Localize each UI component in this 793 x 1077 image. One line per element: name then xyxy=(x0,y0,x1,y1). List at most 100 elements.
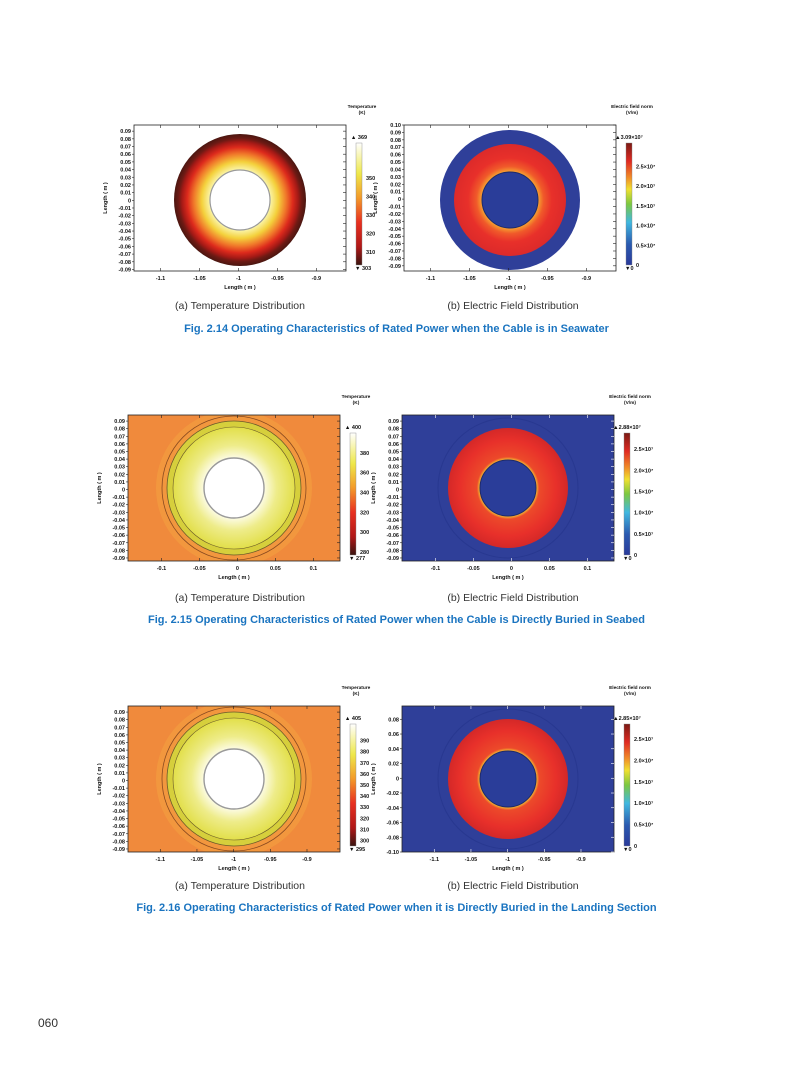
y-tick-label: -0.08 xyxy=(118,260,131,266)
colorbar-tick-label: 300 xyxy=(360,530,369,536)
colorbar-tick-label: 310 xyxy=(360,827,369,833)
y-tick-label: -0.06 xyxy=(112,824,125,830)
colorbar-min-label: ▼0 xyxy=(625,266,634,272)
x-tick-label: -0.95 xyxy=(541,276,554,282)
x-tick-label: -0.9 xyxy=(576,857,585,863)
colorbar-tick-label: 1.0×10⁷ xyxy=(634,511,654,517)
x-axis-label: Length ( m ) xyxy=(218,575,250,581)
fig-2-14-subcaption-a: (a) Temperature Distribution xyxy=(175,300,305,312)
x-tick-label: 0 xyxy=(236,566,239,572)
colorbar-tick-label: 340 xyxy=(366,195,375,201)
colorbar-tick-label: 300 xyxy=(360,838,369,844)
plot-frame xyxy=(127,705,341,853)
y-tick-label: -0.08 xyxy=(386,835,399,841)
x-tick-label: 0.1 xyxy=(310,566,318,572)
y-tick-label: 0.09 xyxy=(390,130,401,136)
x-tick-label: -0.95 xyxy=(264,857,277,863)
y-tick-label: 0.02 xyxy=(388,762,399,768)
y-tick-label: -0.09 xyxy=(112,847,125,853)
y-tick-label: -0.06 xyxy=(386,821,399,827)
colorbar-tick-label: 2.0×10⁷ xyxy=(636,184,656,190)
fig-2-15-subcaption-a: (a) Temperature Distribution xyxy=(175,592,305,604)
y-tick-label: 0.04 xyxy=(390,167,402,173)
y-tick-label: 0.10 xyxy=(390,123,401,129)
colorbar-tick-label: 340 xyxy=(360,794,369,800)
x-axis-label: Length ( m ) xyxy=(492,575,524,581)
colorbar-tick-label: 360 xyxy=(360,471,369,477)
y-tick-label: -0.07 xyxy=(118,252,131,258)
colorbar xyxy=(623,723,631,847)
colorbar-max-label: ▲ 405 xyxy=(345,716,361,722)
y-tick-label: -0.03 xyxy=(118,221,131,227)
outer-armor-line xyxy=(437,417,579,559)
y-tick-label: -0.03 xyxy=(386,510,399,516)
colorbar-tick-label: 1.0×10⁷ xyxy=(634,801,654,807)
y-tick-label: 0.09 xyxy=(114,710,125,716)
y-tick-label: 0.08 xyxy=(114,427,125,433)
y-tick-label: 0.08 xyxy=(120,137,131,143)
y-axis-label: Length ( m ) xyxy=(373,182,379,214)
y-tick-label: 0.04 xyxy=(388,747,400,753)
y-axis-label: Length ( m ) xyxy=(103,182,109,214)
x-axis-label: Length ( m ) xyxy=(218,866,250,872)
y-tick-label: -0.02 xyxy=(112,794,125,800)
y-tick-label: -0.03 xyxy=(112,510,125,516)
fig-2-16-efield-plot: -1.1 -1.05 -1 -0.95 -0.9 Length ( m ) 0.08 0.06… xyxy=(367,681,667,886)
fig-2-14-caption: Fig. 2.14 Operating Characteristics of R… xyxy=(184,323,609,335)
x-tick-label: -1.05 xyxy=(191,857,204,863)
y-tick-label: -0.03 xyxy=(388,219,401,225)
colorbar-min-label: ▼0 xyxy=(623,556,632,562)
plot-frame xyxy=(403,124,617,272)
y-tick-label: 0.03 xyxy=(114,465,125,471)
y-tick-label: 0.03 xyxy=(390,175,401,181)
y-tick-label: -0.07 xyxy=(388,249,401,255)
colorbar-unit: (K) xyxy=(353,400,360,406)
x-tick-label: -0.9 xyxy=(302,857,311,863)
y-tick-label: 0.04 xyxy=(120,168,132,174)
colorbar xyxy=(349,723,357,847)
colorbar-tick-label: 360 xyxy=(360,772,369,778)
colorbar xyxy=(623,432,631,556)
y-tick-label: -0.05 xyxy=(118,237,131,243)
x-tick-label: 0.1 xyxy=(584,566,592,572)
colorbar-unit: (K) xyxy=(359,110,366,116)
colorbar-unit: (V/m) xyxy=(624,691,636,697)
y-tick-label: -0.06 xyxy=(388,242,401,248)
plot-canvas: -1.1 -1.05 -1 -0.95 -0.9 Length ( m ) 0.08 0.06… xyxy=(371,685,654,872)
x-tick-label: -0.9 xyxy=(312,276,321,282)
colorbar-tick-label: 1.5×10⁷ xyxy=(636,204,656,210)
y-tick-label: 0 xyxy=(122,488,125,494)
colorbar-tick-label: 0.5×10⁷ xyxy=(634,532,654,538)
y-axis-label: Length ( m ) xyxy=(371,763,377,795)
y-tick-label: -0.08 xyxy=(388,256,401,262)
y-tick-label: 0.04 xyxy=(388,457,400,463)
y-tick-label: 0 xyxy=(128,198,131,204)
plot-area xyxy=(402,415,614,561)
colorbar xyxy=(625,142,633,266)
x-axis-label: Length ( m ) xyxy=(492,866,524,872)
y-tick-label: 0.01 xyxy=(114,480,125,486)
conductor-core xyxy=(203,748,265,810)
x-tick-label: 0.05 xyxy=(270,566,281,572)
y-tick-label: -0.03 xyxy=(112,801,125,807)
y-tick-label: 0.09 xyxy=(120,129,131,135)
colorbar-tick-label: 0.5×10⁷ xyxy=(636,243,656,249)
plot-frame xyxy=(401,414,615,562)
fig-2-14-temperature-plot: -1.1 -1.05 -1 -0.95 -0.9 Length ( m ) 0.09 0.08… xyxy=(99,100,399,305)
outer-armor-line xyxy=(161,415,307,561)
fig-2-16-subcaption-b: (b) Electric Field Distribution xyxy=(447,880,579,892)
fig-2-15-temperature-plot: -0.1 -0.05 0 0.05 0.1 Length ( m ) 0.09 0.08 0.0… xyxy=(93,390,393,595)
y-tick-label: -0.01 xyxy=(386,495,399,501)
colorbar-tick-label: 1.5×10⁷ xyxy=(634,780,654,786)
x-tick-label: -1 xyxy=(236,276,241,282)
colorbar-tick-label: 390 xyxy=(360,739,369,745)
plot-area xyxy=(128,415,340,561)
colorbar-min-label: ▼ 303 xyxy=(355,266,371,272)
y-tick-label: 0.08 xyxy=(390,138,401,144)
y-tick-label: -0.04 xyxy=(388,227,401,233)
plot-frame xyxy=(401,705,615,853)
y-tick-label: 0.02 xyxy=(114,763,125,769)
x-tick-label: -1.1 xyxy=(426,276,435,282)
